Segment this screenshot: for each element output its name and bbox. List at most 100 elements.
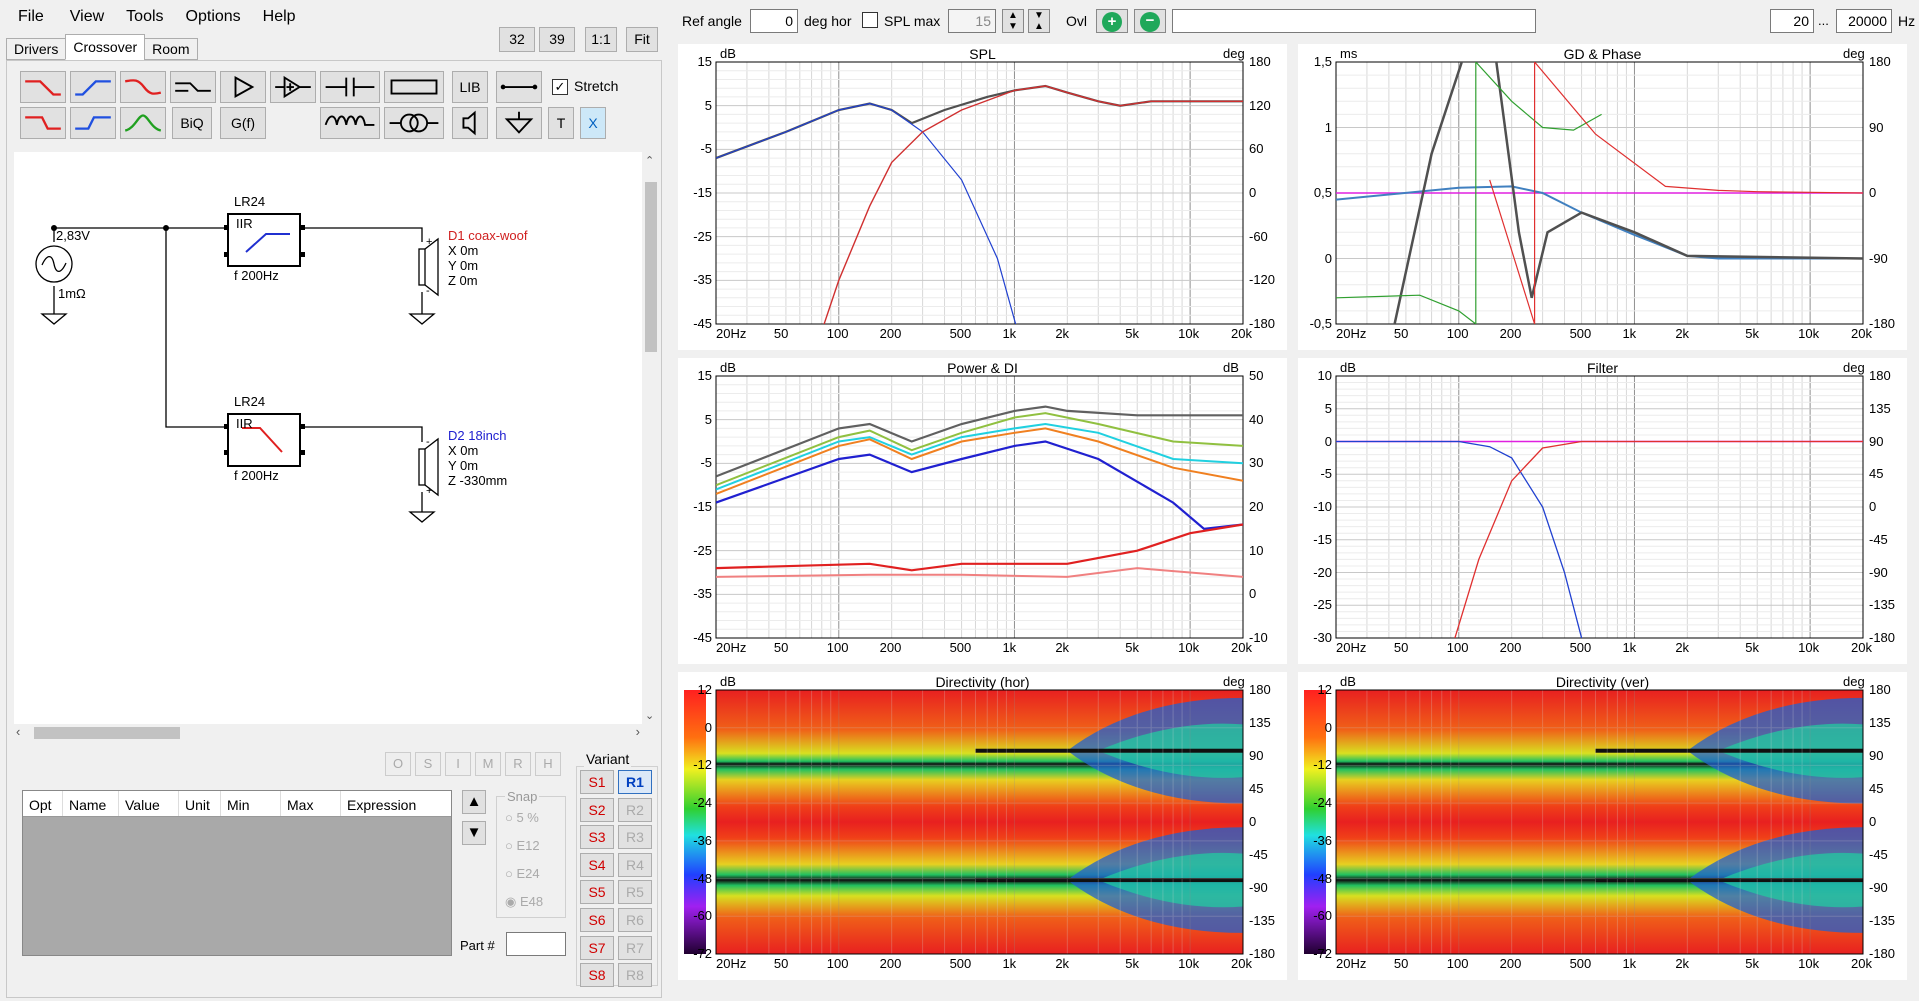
scroll-thumb[interactable] bbox=[645, 182, 657, 352]
snap-e24[interactable]: ○ E24 bbox=[505, 866, 540, 881]
tab-crossover[interactable]: Crossover bbox=[65, 34, 146, 60]
dir_ver-x-tick: 5k bbox=[1745, 956, 1759, 971]
col-expression[interactable]: Expression bbox=[347, 797, 417, 813]
scroll-up-icon[interactable]: ⌃ bbox=[645, 155, 655, 167]
variant-r3[interactable]: R3 bbox=[618, 825, 652, 850]
variant-r6[interactable]: R6 bbox=[618, 908, 652, 932]
driver-button[interactable] bbox=[452, 107, 488, 139]
buffer-button[interactable] bbox=[270, 71, 316, 103]
stretch-checkbox[interactable]: ✓ bbox=[552, 79, 568, 95]
col-unit[interactable]: Unit bbox=[179, 791, 221, 816]
variant-s8[interactable]: S8 bbox=[580, 963, 614, 988]
menu-tools[interactable]: Tools bbox=[126, 8, 164, 25]
snap-e12[interactable]: ○ E12 bbox=[505, 838, 540, 853]
gd-plot[interactable] bbox=[1298, 44, 1907, 350]
schematic-hscroll[interactable]: ‹ › bbox=[14, 724, 642, 742]
variant-s7[interactable]: S7 bbox=[580, 935, 614, 960]
dir_hor-plot[interactable] bbox=[678, 672, 1287, 980]
menu-options[interactable]: Options bbox=[185, 8, 241, 25]
zoom-1to1-button[interactable]: 1:1 bbox=[585, 27, 617, 52]
highpass-2-button[interactable] bbox=[70, 107, 116, 139]
opt-o-button[interactable]: O bbox=[385, 752, 411, 776]
variant-s2[interactable]: S2 bbox=[580, 797, 614, 822]
lowpass-2-button[interactable] bbox=[20, 107, 66, 139]
col-name[interactable]: Name bbox=[63, 791, 119, 816]
overlay-select[interactable] bbox=[1172, 9, 1536, 33]
lowpass-button[interactable] bbox=[20, 71, 66, 103]
library-button[interactable]: LIB bbox=[452, 71, 488, 103]
move-down-button[interactable]: ▼ bbox=[462, 821, 486, 845]
ground-button[interactable] bbox=[496, 107, 542, 139]
schematic-canvas[interactable]: + - - + 2,83V 1mΩ LR24 IIR f 200Hz LR24 … bbox=[14, 152, 642, 724]
move-up-button[interactable]: ▲ bbox=[462, 790, 486, 814]
variant-s4[interactable]: S4 bbox=[580, 852, 614, 877]
opt-s-button[interactable]: S bbox=[415, 752, 441, 776]
variant-s6[interactable]: S6 bbox=[580, 908, 614, 932]
lowpass-shelf-button[interactable] bbox=[120, 71, 166, 103]
transfer-function-button[interactable]: G(f) bbox=[220, 107, 266, 139]
col-min[interactable]: Min bbox=[221, 791, 281, 816]
x-button[interactable]: X bbox=[580, 107, 606, 139]
freq-from-input[interactable]: 20 bbox=[1770, 9, 1814, 33]
opt-h-button[interactable]: H bbox=[535, 752, 561, 776]
variant-r2[interactable]: R2 bbox=[618, 797, 652, 822]
snap-e48[interactable]: ◉ E48 bbox=[505, 894, 544, 909]
variant-r5[interactable]: R5 bbox=[618, 880, 652, 905]
variant-r8[interactable]: R8 bbox=[618, 963, 652, 988]
wire-button[interactable] bbox=[496, 71, 542, 103]
snap-5pct[interactable]: ○ 5 % bbox=[505, 810, 539, 825]
schematic-vscroll[interactable]: ⌃ ⌄ bbox=[642, 152, 660, 724]
highpass-button[interactable] bbox=[70, 71, 116, 103]
dir_ver-plot[interactable] bbox=[1298, 672, 1907, 980]
tab-room[interactable]: Room bbox=[144, 38, 198, 60]
inductor-button[interactable] bbox=[320, 107, 380, 139]
zoom-32-button[interactable]: 32 bbox=[499, 27, 535, 52]
scroll-left-icon[interactable]: ‹ bbox=[16, 724, 21, 739]
scroll-right-icon[interactable]: › bbox=[635, 724, 640, 739]
power-plot[interactable] bbox=[678, 358, 1287, 664]
amplifier-button[interactable] bbox=[220, 71, 266, 103]
variant-s3[interactable]: S3 bbox=[580, 825, 614, 850]
t-button[interactable]: T bbox=[548, 107, 574, 139]
allpass-button[interactable] bbox=[170, 71, 216, 103]
ovl-remove-button[interactable]: − bbox=[1134, 9, 1166, 33]
col-opt[interactable]: Opt bbox=[23, 791, 63, 816]
tab-drivers[interactable]: Drivers bbox=[6, 38, 67, 60]
power-x-tick: 5k bbox=[1125, 640, 1139, 655]
zoom-39-button[interactable]: 39 bbox=[539, 27, 575, 52]
filter-plot[interactable] bbox=[1298, 358, 1907, 664]
variant-s1[interactable]: S1 bbox=[580, 770, 614, 794]
ovl-add-button[interactable]: + bbox=[1096, 9, 1128, 33]
zoom-fit-button[interactable]: Fit bbox=[626, 27, 658, 52]
variant-r1[interactable]: R1 bbox=[618, 770, 652, 794]
hscroll-thumb[interactable] bbox=[34, 727, 180, 739]
spl-max-checkbox[interactable] bbox=[862, 12, 878, 28]
power-x-tick: 100 bbox=[826, 640, 849, 655]
menu-view[interactable]: View bbox=[69, 8, 105, 25]
scroll-down-icon[interactable]: ⌄ bbox=[645, 710, 655, 722]
opt-m-button[interactable]: M bbox=[475, 752, 501, 776]
resistor-button[interactable] bbox=[384, 71, 444, 103]
freq-to-input[interactable]: 20000 bbox=[1836, 9, 1892, 33]
opt-r-button[interactable]: R bbox=[505, 752, 531, 776]
col-max[interactable]: Max bbox=[281, 791, 341, 816]
spl-spinner[interactable]: ▲ ▼ bbox=[1002, 9, 1024, 33]
bandpass-button[interactable] bbox=[120, 107, 166, 139]
variant-r7[interactable]: R7 bbox=[618, 935, 652, 960]
menu-help[interactable]: Help bbox=[262, 8, 296, 25]
part-number-input[interactable] bbox=[506, 932, 566, 956]
capacitor-button[interactable] bbox=[320, 71, 380, 103]
variant-r4[interactable]: R4 bbox=[618, 852, 652, 877]
ref-angle-input[interactable]: 0 bbox=[750, 9, 798, 33]
menu-file[interactable]: File bbox=[18, 8, 44, 25]
optimizer-table[interactable]: Opt Name Value Unit Min Max Expression bbox=[22, 790, 452, 956]
spl-max-input[interactable]: 15 bbox=[948, 9, 996, 33]
col-value[interactable]: Value bbox=[119, 791, 179, 816]
transformer-button[interactable] bbox=[384, 107, 444, 139]
opt-i-button[interactable]: I bbox=[445, 752, 471, 776]
spl-right-tick: 120 bbox=[1249, 97, 1271, 113]
spl-fit-button[interactable]: ▼ ▲ bbox=[1028, 9, 1050, 33]
spl-plot[interactable] bbox=[678, 44, 1287, 350]
biquad-button[interactable]: BiQ bbox=[172, 107, 212, 139]
variant-s5[interactable]: S5 bbox=[580, 880, 614, 905]
